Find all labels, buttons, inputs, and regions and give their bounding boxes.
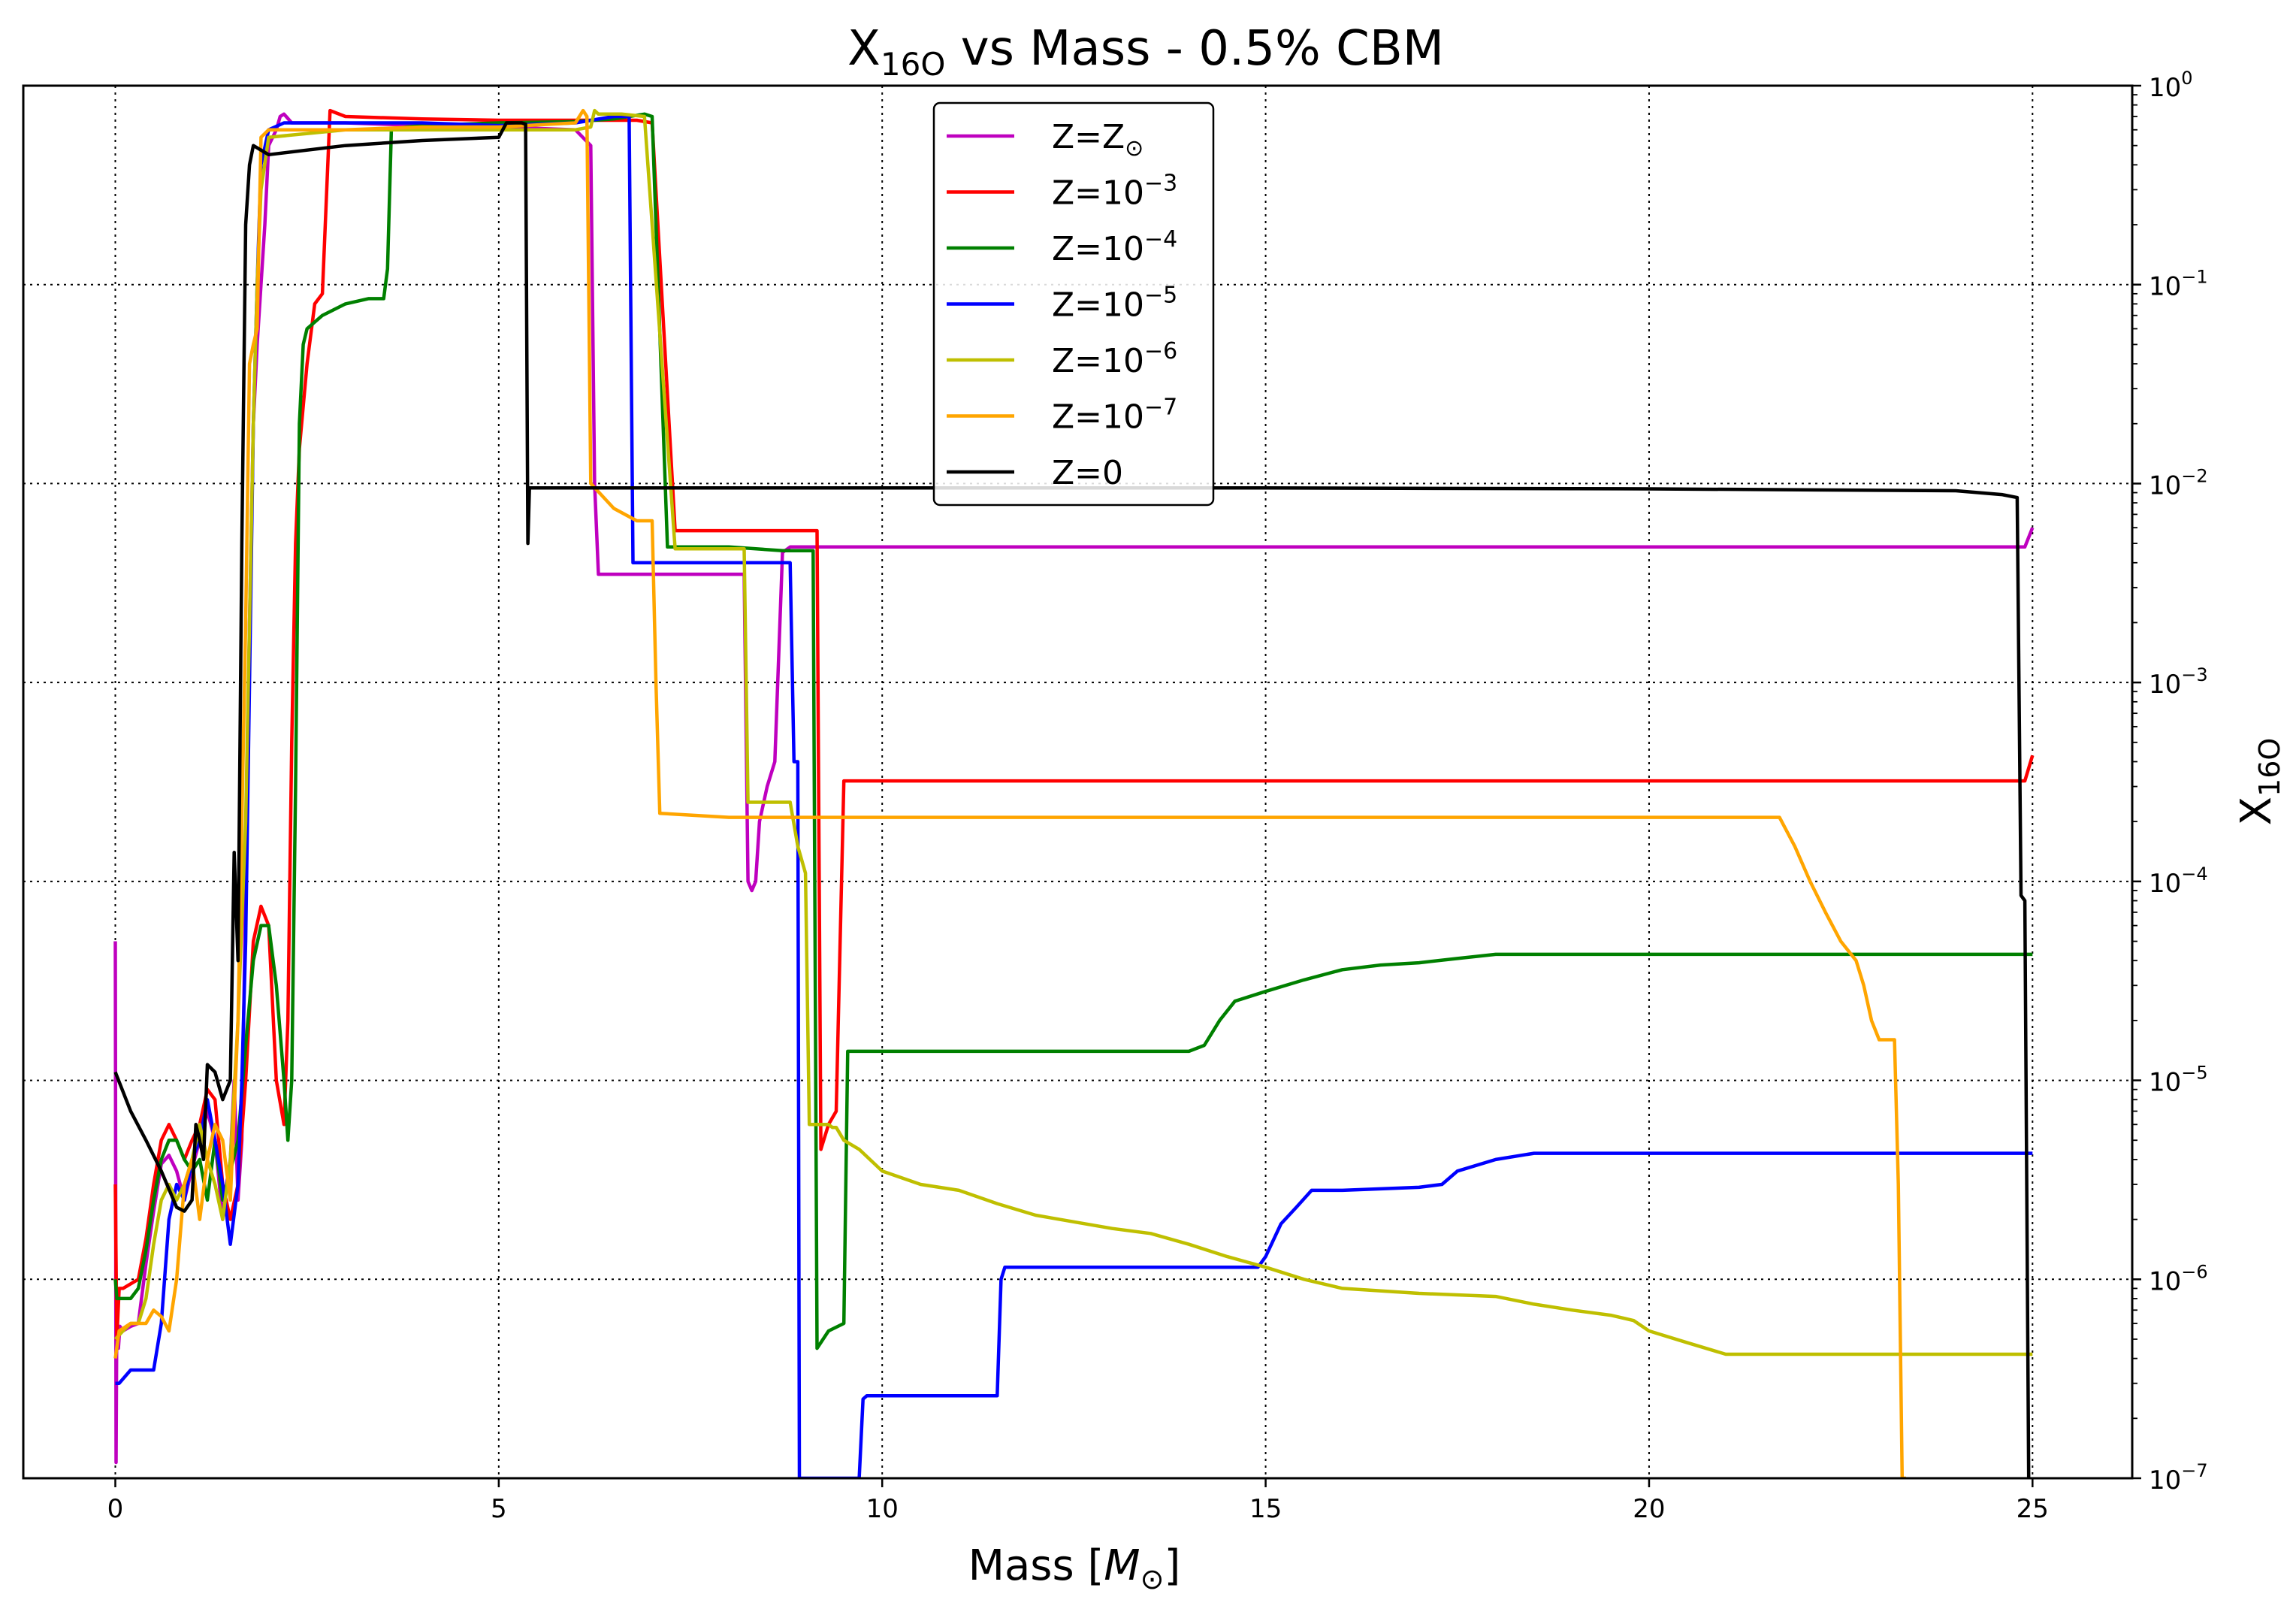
y-tick-base: 10 [2149,1465,2181,1496]
legend-label: Z=Z⊙ [1052,118,1143,162]
x-tick-label: 5 [491,1494,507,1524]
y-tick-exp: −6 [2181,1261,2207,1282]
legend-label: Z=10−3 [1052,171,1177,213]
y-tick-label: 10−5 [2149,1063,2208,1098]
series-line-1 [113,108,2035,1341]
y-tick-exp: −2 [2181,465,2207,486]
x-axis-label-main: Mass [ [968,1541,1104,1590]
y-tick-exp: −1 [2181,267,2207,288]
legend-label: Z=10−6 [1052,338,1177,380]
legend-label-main: Z=0 [1052,454,1123,492]
y-tick-label: 10−1 [2149,267,2208,302]
y-tick-base: 10 [2149,272,2181,302]
plot-series [113,108,2035,1478]
y-tick-label: 10−3 [2149,664,2208,700]
legend-label-main: Z=10 [1052,230,1144,268]
y-tick-base: 10 [2149,670,2181,700]
y-tick-exp: −7 [2181,1460,2207,1481]
x-tick-label: 10 [866,1494,899,1524]
y-tick-base: 10 [2149,73,2181,103]
legend-box [932,101,1215,507]
y-axis-label-main: X [2232,797,2281,825]
legend-label-main: Z=10 [1052,286,1144,325]
chart-title-main: X [847,21,881,77]
legend-label-main: Z=Z [1052,118,1125,156]
series-line-5 [113,108,1906,1478]
chart-title: X16O vs Mass - 0.5% CBM [847,21,1444,83]
y-tick-label: 10−7 [2149,1460,2208,1496]
y-tick-base: 10 [2149,1068,2181,1098]
y-tick-exp: 0 [2181,68,2192,89]
y-tick-exp: −5 [2181,1063,2207,1084]
series-line-6 [113,121,2031,1478]
x-axis-label-sub: ⊙ [1140,1562,1165,1595]
legend-label-sub: ⊙ [1125,135,1143,162]
x-axis-label-italic: M [1104,1541,1140,1590]
legend-label: Z=10−4 [1052,226,1177,268]
y-axis-label-sub: 16O [2253,738,2286,797]
chart-title-rest: vs Mass - 0.5% CBM [945,21,1444,77]
legend-label-exp: −6 [1144,338,1177,364]
legend-label-exp: −5 [1144,283,1177,309]
y-tick-base: 10 [2149,1266,2181,1296]
x-axis-label: Mass [M⊙] [968,1541,1181,1595]
y-axis-label: X16O [2232,738,2286,826]
legend: Z=Z⊙Z=10−3Z=10−4Z=10−5Z=10−6Z=10−7Z=0 [932,101,1215,507]
chart-title-sub: 16O [881,46,946,83]
y-tick-base: 10 [2149,869,2181,899]
y-tick-label: 10−4 [2149,863,2208,899]
x-tick-label: 25 [2017,1494,2049,1524]
legend-label-exp: −7 [1144,395,1177,421]
y-tick-exp: −4 [2181,863,2207,885]
y-tick-exp: −3 [2181,664,2207,685]
legend-label-main: Z=10 [1052,342,1144,380]
grid-lines [23,86,2132,1478]
y-tick-label: 100 [2149,68,2193,103]
legend-label-exp: −3 [1144,171,1177,197]
x-axis-ticks: 0 5 10 15 20 25 [107,1478,2049,1524]
legend-label-exp: −4 [1144,226,1177,253]
plot-area-frame [22,84,2134,1480]
x-tick-label: 20 [1633,1494,1665,1524]
legend-label: Z=10−5 [1052,283,1177,325]
y-tick-label: 10−2 [2149,465,2208,501]
y-tick-base: 10 [2149,470,2181,501]
x-tick-label: 0 [107,1494,124,1524]
legend-label: Z=0 [1052,454,1123,492]
y-tick-label: 10−6 [2149,1261,2208,1296]
legend-label-main: Z=10 [1052,398,1144,437]
series-line-4 [113,108,2033,1356]
legend-label: Z=10−7 [1052,395,1177,437]
x-axis-label-close: ] [1164,1541,1180,1590]
legend-label-main: Z=10 [1052,174,1144,213]
x-tick-label: 15 [1249,1494,1282,1524]
